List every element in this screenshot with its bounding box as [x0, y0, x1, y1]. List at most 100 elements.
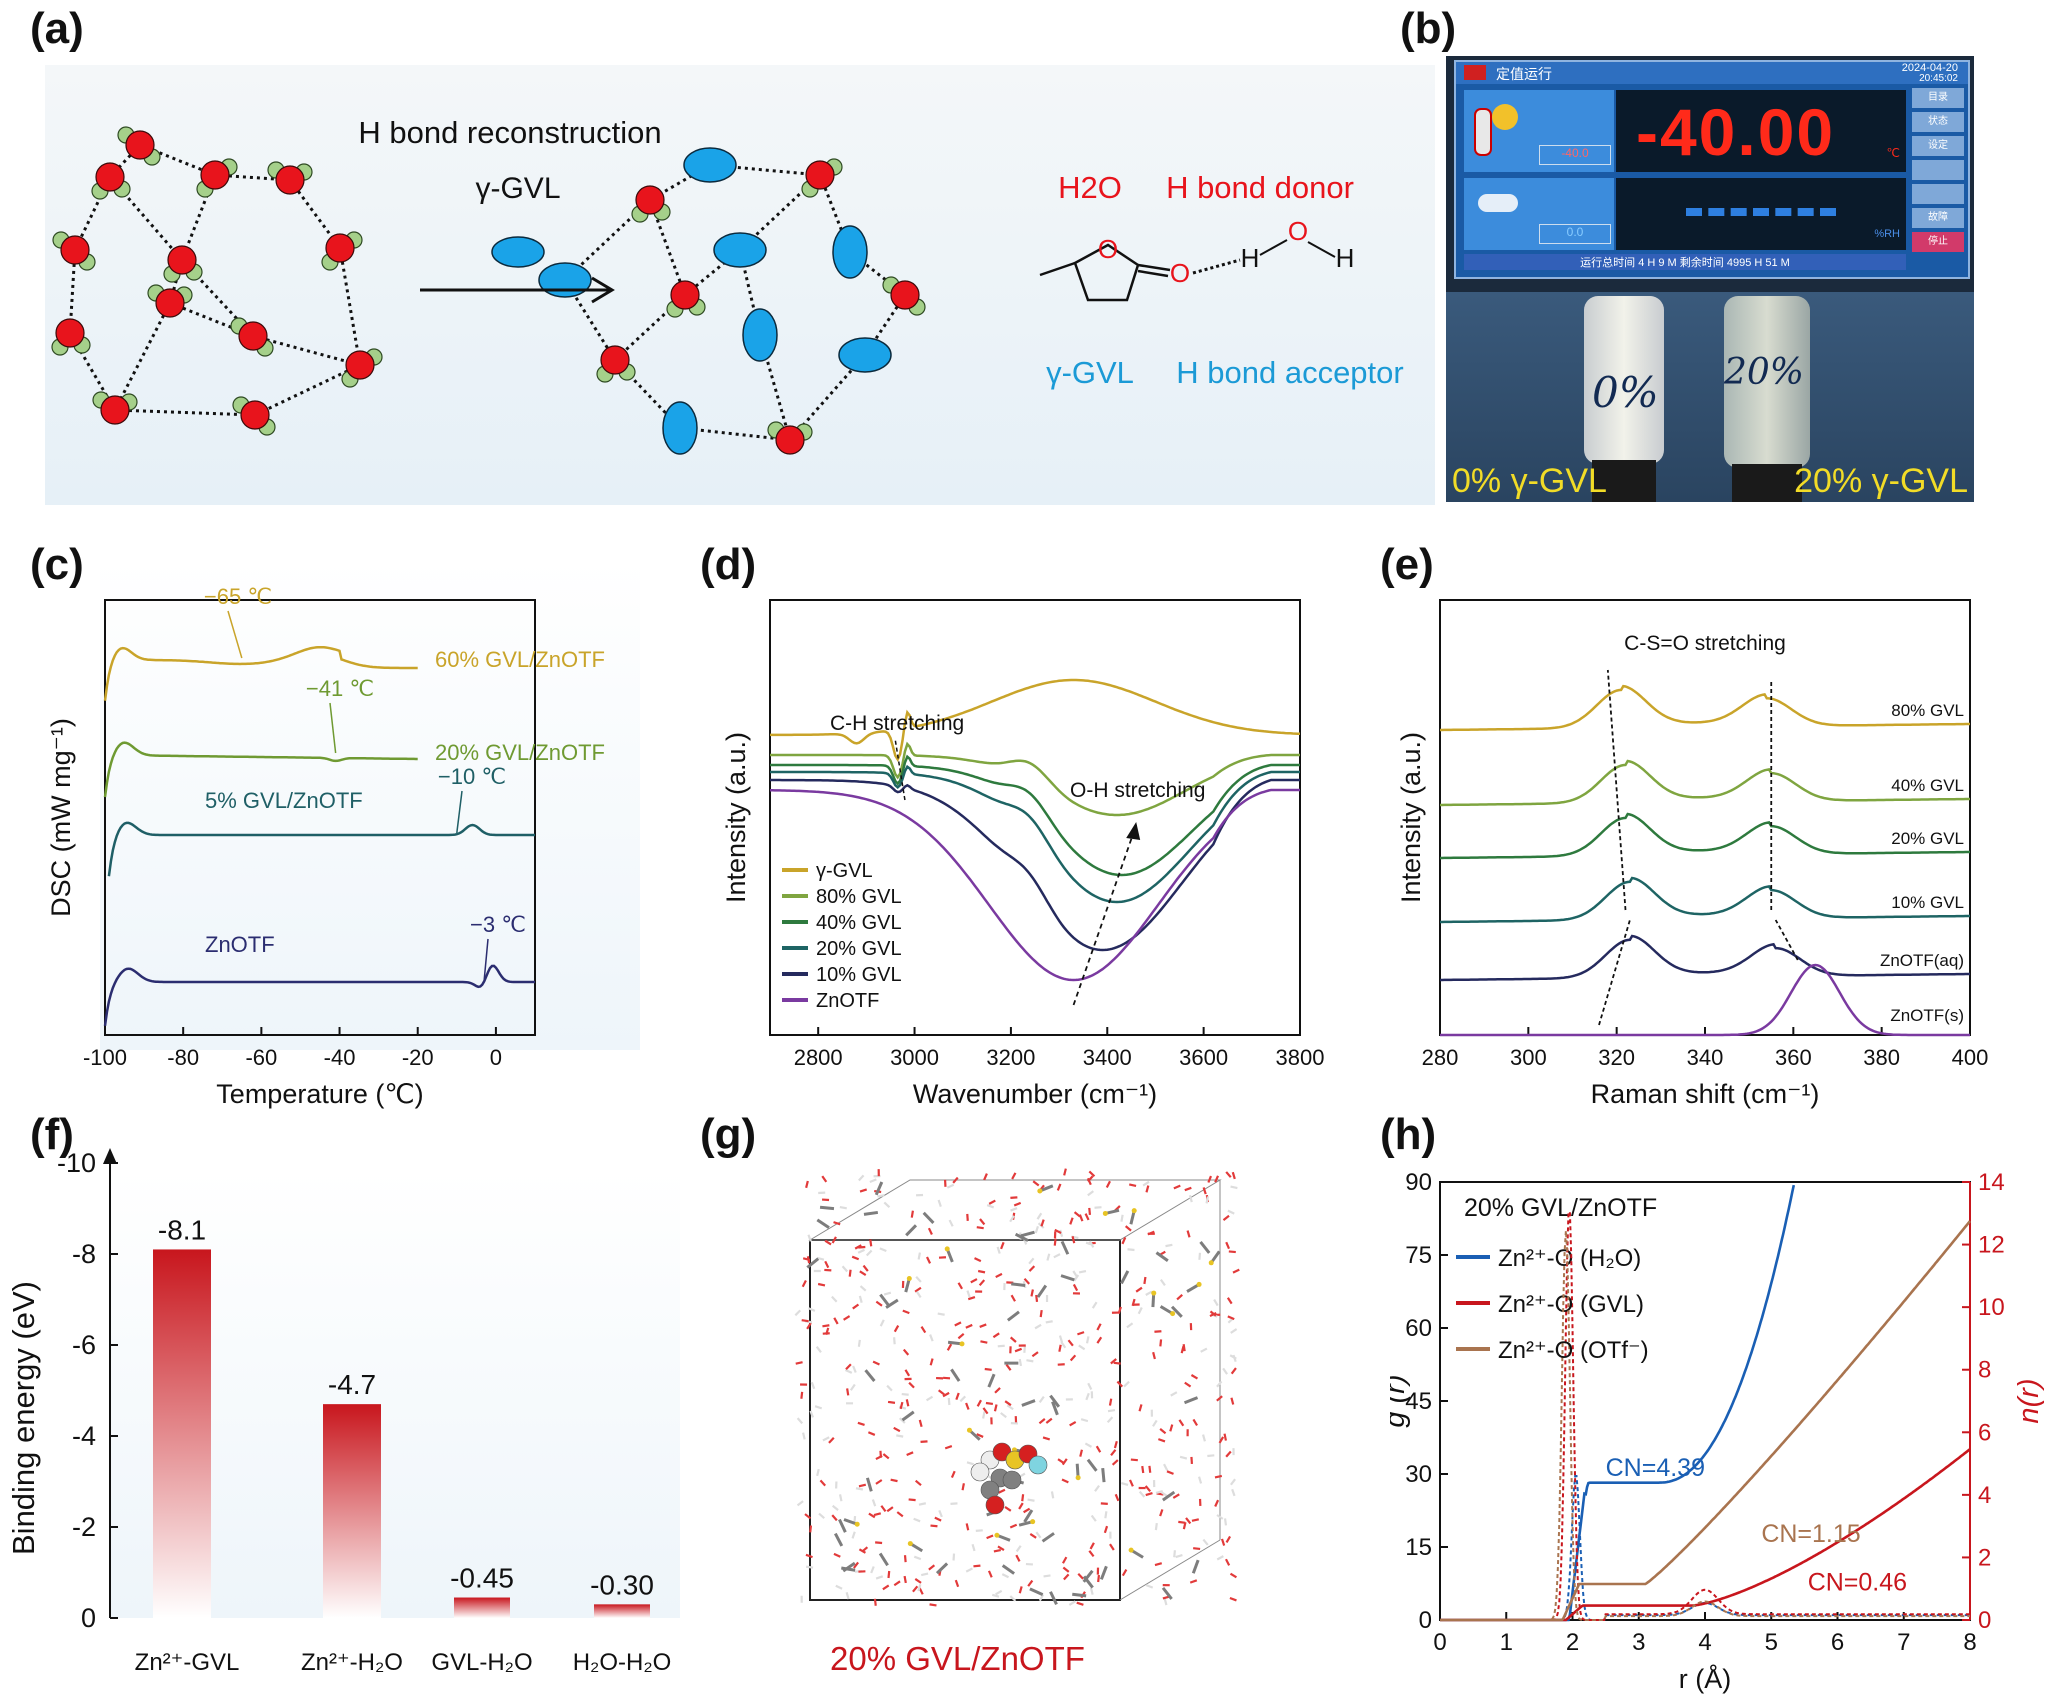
y-tick-label: -4	[72, 1421, 96, 1451]
freezer-display-panel: 定值运行 2024-04-20 20:45:02 -40.0 -40.00 ℃ …	[1454, 60, 1970, 279]
water-stick	[1214, 1499, 1220, 1507]
dsc-chart: -100 -80 -60 -40 -20 0 Temperature (℃) DSC (mW …	[46, 584, 605, 1109]
temp-setpoint: -40.0	[1539, 145, 1611, 165]
water-stick	[1163, 1463, 1169, 1471]
water-stick	[1023, 1507, 1031, 1514]
water-stick	[914, 1286, 922, 1293]
shift-arrow-1	[1598, 919, 1631, 1026]
water-stick	[993, 1549, 1001, 1553]
water-stick	[1231, 1171, 1236, 1180]
water-stick	[1087, 1382, 1093, 1390]
hbond-line	[709, 163, 821, 177]
bar-value-label: -0.30	[590, 1569, 654, 1600]
water-stick	[838, 1494, 843, 1502]
side-button-3[interactable]: 设定	[1912, 136, 1964, 156]
x-tick-label: 0	[490, 1045, 502, 1070]
x-tick-label: 380	[1863, 1045, 1900, 1070]
water-stick	[1158, 1438, 1166, 1443]
water-stick	[950, 1502, 958, 1505]
gvl-stick	[1014, 1232, 1029, 1242]
water-stick	[848, 1269, 852, 1277]
water-stick	[1067, 1339, 1074, 1347]
y2-tick-label: 0	[1978, 1607, 1991, 1634]
svg-text:H: H	[1241, 243, 1260, 273]
sulfur-atom	[854, 1521, 860, 1527]
water-stick	[954, 1321, 962, 1327]
water-stick	[1120, 1214, 1124, 1222]
side-button-5[interactable]	[1912, 184, 1964, 204]
side-button-2[interactable]: 状态	[1912, 112, 1964, 132]
y2-axis-label: n(r)	[2013, 1378, 2045, 1423]
water-stick	[1087, 1190, 1095, 1197]
water-stick	[858, 1295, 863, 1303]
water-stick	[857, 1339, 861, 1347]
raman-curve	[1440, 934, 1970, 982]
gvl-stick	[922, 1211, 935, 1224]
water-stick	[1154, 1562, 1163, 1567]
water-stick	[957, 1333, 965, 1340]
water-stick	[904, 1369, 911, 1377]
water-stick	[1113, 1361, 1121, 1365]
water-stick	[917, 1252, 922, 1260]
side-button-1[interactable]: 目录	[1912, 88, 1964, 108]
y-tick-label: -2	[72, 1512, 96, 1542]
water-stick	[1018, 1502, 1024, 1510]
y-tick-label: 15	[1405, 1534, 1432, 1561]
water-stick	[849, 1383, 856, 1391]
side-button-4[interactable]	[1912, 160, 1964, 180]
water-stick	[965, 1523, 970, 1531]
water-stick	[1088, 1207, 1092, 1216]
water-stick	[1114, 1493, 1120, 1502]
x-tick-label: 280	[1422, 1045, 1459, 1070]
water-stick	[873, 1512, 882, 1517]
water-stick	[796, 1500, 804, 1507]
gvl-stick	[1006, 1310, 1020, 1322]
side-button-stop[interactable]: 停止	[1912, 232, 1964, 252]
shift-arrow-3	[1774, 919, 1799, 961]
water-stick	[1126, 1322, 1134, 1329]
water-stick	[1011, 1172, 1017, 1180]
water-stick	[831, 1504, 839, 1511]
water-stick	[946, 1183, 955, 1189]
water-stick	[926, 1256, 932, 1264]
gvl-molecule	[713, 232, 767, 268]
hbond-line	[788, 354, 867, 441]
water-stick	[1053, 1253, 1061, 1259]
water-stick	[814, 1405, 823, 1410]
ftir-chart: 2800 3000 3200 3400 3600 3800 Wavenumber (cm⁻¹…	[721, 599, 1324, 1109]
water-stick	[1121, 1569, 1128, 1577]
donor-label: H bond donor	[1166, 170, 1354, 205]
water-stick	[1225, 1558, 1231, 1566]
water-stick	[855, 1487, 864, 1491]
water-stick	[1062, 1566, 1070, 1573]
gvl-structure-icon	[1039, 243, 1171, 302]
water-stick	[946, 1343, 953, 1351]
water-stick	[1225, 1450, 1232, 1458]
water-stick	[1091, 1301, 1098, 1309]
gvl-stick	[1021, 1399, 1036, 1407]
water-stick	[1060, 1341, 1067, 1349]
water-stick	[991, 1593, 1000, 1598]
water-stick	[1117, 1306, 1122, 1314]
panel-label-f: (f)	[30, 1110, 74, 1159]
y-tick-label: 75	[1405, 1242, 1432, 1269]
water-stick	[1137, 1306, 1143, 1315]
water-stick	[913, 1555, 922, 1561]
water-stick	[1190, 1374, 1199, 1380]
gvl-stick	[1049, 1394, 1061, 1408]
water-stick	[883, 1201, 891, 1209]
water-stick	[983, 1173, 988, 1181]
water-stick	[1013, 1201, 1022, 1207]
water-stick	[929, 1334, 934, 1342]
water-stick	[937, 1199, 942, 1208]
y-axis-label: g (r)	[1390, 1374, 1411, 1427]
water-stick	[979, 1218, 986, 1226]
water-stick	[802, 1432, 806, 1440]
solvation-cluster-atom	[1028, 1455, 1048, 1475]
side-button-fault[interactable]: 故障	[1912, 208, 1964, 228]
y-tick-label: -10	[57, 1148, 96, 1178]
water-stick	[918, 1587, 924, 1595]
temperature-readout: -40.00	[1636, 95, 1836, 169]
water-molecule	[155, 288, 185, 318]
water-stick	[883, 1291, 892, 1296]
